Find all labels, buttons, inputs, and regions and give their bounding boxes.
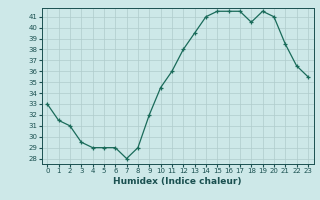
X-axis label: Humidex (Indice chaleur): Humidex (Indice chaleur): [113, 177, 242, 186]
